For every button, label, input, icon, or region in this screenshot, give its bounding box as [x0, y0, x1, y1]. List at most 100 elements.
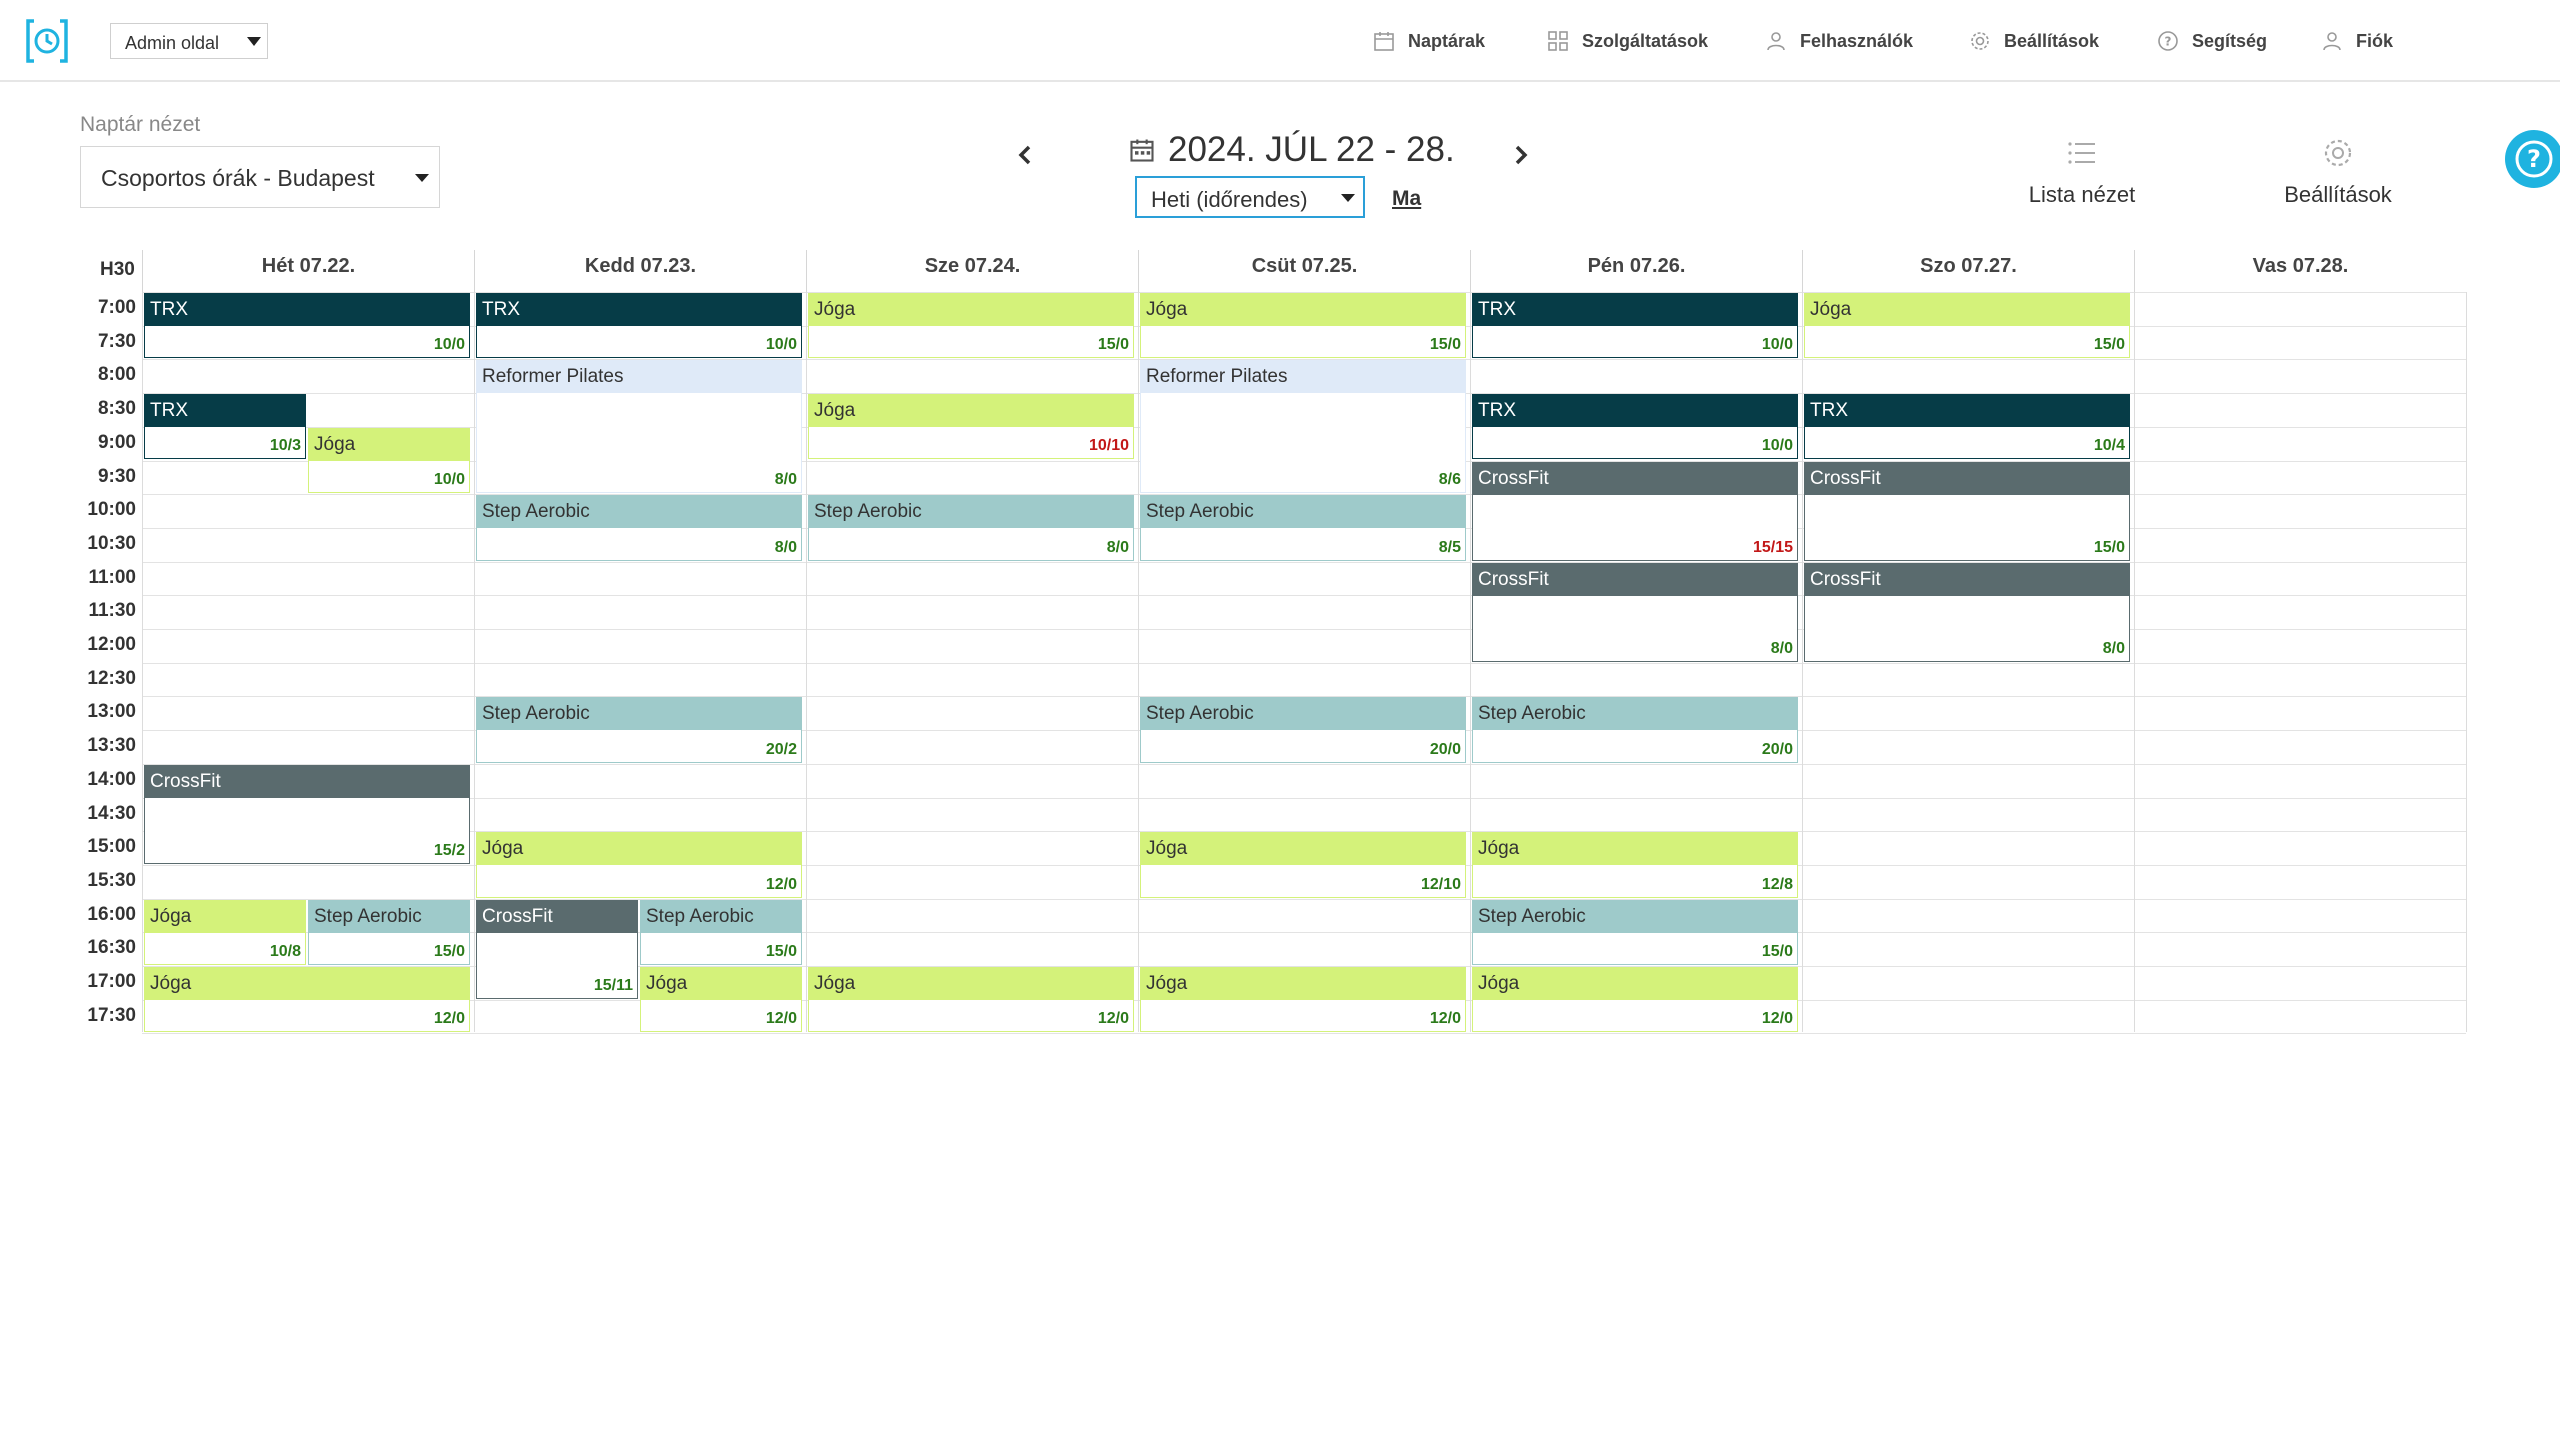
class-event-capacity: 15/2 [433, 841, 465, 859]
class-event-capacity: 15/0 [765, 942, 797, 960]
class-event-title: Jóga [809, 294, 1133, 326]
class-event[interactable]: Jóga 10/8 [144, 899, 306, 965]
class-event[interactable]: TRX 10/0 [1472, 394, 1798, 460]
class-event-capacity: 15/0 [1429, 336, 1461, 354]
class-event[interactable]: Jóga 15/0 [808, 293, 1134, 359]
time-label: 16:30 [87, 937, 136, 959]
class-event[interactable]: TRX 10/0 [476, 293, 802, 359]
class-event[interactable]: TRX 10/4 [1804, 394, 2130, 460]
class-event-title: Step Aerobic [309, 900, 469, 933]
grid-column-line [1470, 292, 1471, 1032]
time-label: 10:30 [87, 532, 136, 554]
class-event[interactable]: Reformer Pilates 8/6 [1140, 360, 1466, 494]
gear-icon [1971, 32, 1989, 50]
class-event[interactable]: Jóga 12/8 [1472, 832, 1798, 898]
next-week-button[interactable] [1506, 138, 1536, 172]
class-event[interactable]: CrossFit 15/11 [476, 899, 638, 999]
class-event[interactable]: Jóga 12/0 [144, 967, 470, 1033]
class-event-title: Step Aerobic [477, 698, 801, 731]
calendar-settings-button[interactable]: Beállítások [2238, 136, 2438, 208]
nav-users[interactable]: Felhasználók [1764, 26, 1913, 56]
class-event[interactable]: Step Aerobic 20/0 [1472, 697, 1798, 763]
class-event[interactable]: Jóga 12/0 [1140, 967, 1466, 1033]
grid-row-line [142, 1033, 2466, 1035]
class-event-capacity: 8/5 [1438, 538, 1461, 556]
class-event[interactable]: Jóga 12/10 [1140, 832, 1466, 898]
class-event[interactable]: CrossFit 15/0 [1804, 461, 2130, 561]
nav-account-label: Fiók [2356, 30, 2394, 51]
class-event[interactable]: Jóga 15/0 [1804, 293, 2130, 359]
nav-account[interactable]: Fiók [2320, 26, 2393, 56]
class-event[interactable]: Jóga 12/0 [640, 967, 802, 1033]
time-label: 17:00 [87, 971, 136, 992]
class-event-capacity: 15/0 [2093, 538, 2125, 556]
grid-row-line [142, 696, 2466, 698]
time-label: 9:00 [97, 431, 136, 453]
class-event-capacity: 15/0 [433, 942, 465, 960]
class-event-capacity: 20/0 [1761, 740, 1793, 758]
time-label: 13:00 [87, 701, 136, 723]
class-event-capacity: 12/0 [1761, 1010, 1793, 1028]
nav-help[interactable]: ? Segítség [2156, 26, 2267, 56]
admin-page-select-label: Admin oldal [125, 33, 220, 53]
svg-text:?: ? [2165, 35, 2172, 49]
class-event-title: Reformer Pilates [1141, 361, 1465, 394]
user-icon [2323, 32, 2341, 51]
class-event[interactable]: TRX 10/0 [1472, 293, 1798, 359]
class-event-title: TRX [477, 294, 801, 326]
calendar-icon [1130, 139, 1154, 162]
grid-column-line [1138, 292, 1139, 1032]
nav-calendars[interactable]: Naptárak [1372, 26, 1485, 56]
nav-services[interactable]: Szolgáltatások [1546, 26, 1708, 56]
class-event-capacity: 8/6 [1438, 471, 1461, 489]
class-event-title: Jóga [309, 428, 469, 461]
grid-column-line [1802, 292, 1803, 1032]
previous-week-button[interactable] [1010, 138, 1040, 172]
chevron-down-icon [415, 174, 429, 182]
class-event[interactable]: Jóga 12/0 [808, 967, 1134, 1033]
class-event-title: Step Aerobic [1141, 496, 1465, 529]
class-event[interactable]: CrossFit 8/0 [1472, 562, 1798, 662]
grid-row-line [142, 359, 2466, 361]
class-event-title: CrossFit [1473, 462, 1797, 495]
class-event[interactable]: CrossFit 15/15 [1472, 461, 1798, 561]
class-event[interactable]: TRX 10/3 [144, 394, 306, 460]
class-event[interactable]: Jóga 10/10 [808, 394, 1134, 460]
class-event-capacity: 10/4 [2093, 437, 2125, 455]
day-header: Csüt 07.25. [1138, 250, 1470, 292]
class-event[interactable]: CrossFit 15/2 [144, 764, 470, 864]
chevron-down-icon [247, 37, 261, 46]
class-event[interactable]: Jóga 12/0 [476, 832, 802, 898]
class-event[interactable]: Step Aerobic 20/0 [1140, 697, 1466, 763]
question-mark-icon: ? [2515, 140, 2553, 178]
day-header: Szo 07.27. [1802, 250, 2134, 292]
class-event[interactable]: Jóga 15/0 [1140, 293, 1466, 359]
class-event[interactable]: Jóga 10/0 [308, 427, 470, 494]
nav-settings[interactable]: Beállítások [1968, 26, 2099, 56]
class-event[interactable]: CrossFit 8/0 [1804, 562, 2130, 662]
app-logo-clock-icon[interactable] [24, 18, 70, 64]
class-event-title: Step Aerobic [477, 496, 801, 529]
class-event-capacity: 12/0 [1097, 1010, 1129, 1028]
class-event[interactable]: Step Aerobic 15/0 [1472, 899, 1798, 965]
class-event[interactable]: Step Aerobic 8/0 [808, 495, 1134, 561]
class-event[interactable]: Reformer Pilates 8/0 [476, 360, 802, 494]
class-event-capacity: 10/0 [1761, 437, 1793, 455]
calendar-view-select[interactable]: Csoportos órák - Budapest [80, 146, 440, 208]
today-link[interactable]: Ma [1392, 187, 1422, 210]
grid-row-line [142, 595, 2466, 597]
class-event[interactable]: Step Aerobic 8/0 [476, 495, 802, 561]
class-event[interactable]: Step Aerobic 8/5 [1140, 495, 1466, 561]
class-event[interactable]: TRX 10/0 [144, 293, 470, 359]
help-floating-button[interactable]: ? [2505, 130, 2560, 188]
class-event-title: TRX [1805, 395, 2129, 428]
class-event[interactable]: Step Aerobic 15/0 [640, 899, 802, 965]
class-event-capacity: 10/0 [1761, 336, 1793, 354]
class-event[interactable]: Jóga 12/0 [1472, 967, 1798, 1033]
view-mode-select[interactable]: Heti (időrendes) [1135, 176, 1365, 218]
class-event[interactable]: Step Aerobic 15/0 [308, 899, 470, 965]
class-event[interactable]: Step Aerobic 20/2 [476, 697, 802, 763]
list-view-button[interactable]: Lista nézet [1982, 136, 2182, 208]
admin-page-select[interactable]: Admin oldal [110, 23, 268, 59]
date-range-title[interactable]: 2024. JÚL 22 - 28. [1128, 128, 1455, 172]
